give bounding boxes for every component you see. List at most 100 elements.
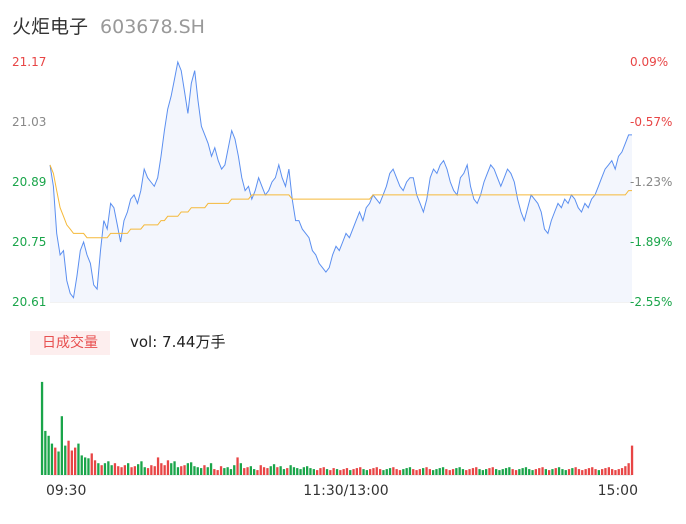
volume-bar xyxy=(601,469,604,475)
volume-bar xyxy=(54,447,57,475)
volume-bar xyxy=(173,461,176,475)
volume-bar xyxy=(213,469,216,475)
volume-bar xyxy=(405,468,408,475)
volume-bar xyxy=(624,466,627,475)
volume-bar xyxy=(388,468,392,475)
volume-bar xyxy=(375,467,378,475)
volume-bar xyxy=(355,468,358,475)
volume-bar xyxy=(103,463,107,475)
volume-bar xyxy=(70,450,73,475)
price-tick-label: 20.89 xyxy=(12,175,46,189)
volume-bar xyxy=(127,463,130,475)
volume-bar xyxy=(438,468,441,475)
volume-bar xyxy=(531,470,534,475)
volume-bar xyxy=(123,465,126,475)
volume-bar xyxy=(296,468,299,475)
volume-bar xyxy=(561,469,564,475)
volume-bar xyxy=(528,469,531,475)
volume-bar xyxy=(382,470,385,475)
volume-bar xyxy=(309,468,312,475)
volume-bar xyxy=(243,468,246,475)
volume-bar xyxy=(491,467,494,475)
volume-bar xyxy=(150,465,153,475)
volume-bar xyxy=(319,468,322,475)
volume-bar xyxy=(362,469,365,475)
volume-bar xyxy=(219,466,223,475)
volume-bar xyxy=(581,470,584,475)
volume-bar xyxy=(246,467,249,475)
volume-bar xyxy=(485,469,488,475)
avg-price-line xyxy=(49,164,632,239)
volume-bar xyxy=(557,467,561,475)
volume-bar xyxy=(458,467,461,475)
volume-bar xyxy=(316,470,319,475)
volume-bar xyxy=(286,468,289,475)
volume-bar xyxy=(617,469,620,475)
volume-bar xyxy=(379,469,382,475)
volume-bar xyxy=(120,467,123,475)
volume-bar xyxy=(77,443,80,475)
pct-tick-label: -1.23% xyxy=(630,175,672,189)
volume-bar xyxy=(74,447,77,475)
volume-bar xyxy=(335,469,339,475)
volume-bar xyxy=(481,470,484,475)
volume-bar xyxy=(233,465,236,475)
volume-bar xyxy=(236,457,239,475)
volume-bar xyxy=(551,469,554,475)
volume-bar xyxy=(253,469,256,475)
volume-bar xyxy=(451,469,455,475)
volume-bar xyxy=(587,468,591,475)
volume-bar xyxy=(574,467,577,475)
volume-bar xyxy=(445,469,448,475)
volume-bar xyxy=(206,467,209,475)
volume-bar xyxy=(432,470,435,475)
price-tick-label: 20.61 xyxy=(12,295,46,309)
volume-bar xyxy=(620,468,624,475)
volume-bar xyxy=(40,381,44,475)
volume-bar xyxy=(385,469,388,475)
volume-bar xyxy=(415,470,418,475)
volume-bar xyxy=(160,463,163,475)
volume-bar xyxy=(57,451,60,475)
volume-bar xyxy=(461,469,465,475)
volume-bar xyxy=(332,468,335,475)
volume-bar xyxy=(292,467,296,475)
volume-bar xyxy=(630,445,634,475)
volume-bar xyxy=(133,466,136,475)
volume-bar xyxy=(584,469,587,475)
volume-bar xyxy=(514,470,518,475)
volume-bar xyxy=(110,465,113,475)
volume-bar xyxy=(209,463,213,475)
volume-bar xyxy=(97,463,100,475)
volume-bar xyxy=(226,467,229,475)
volume-bar xyxy=(392,467,395,475)
volume-bar xyxy=(604,468,607,475)
volume-bar xyxy=(425,467,428,475)
volume-bar xyxy=(306,466,309,475)
volume-bar xyxy=(90,453,93,475)
volume-bar xyxy=(239,463,242,475)
volume-bar xyxy=(591,467,594,475)
volume-bar xyxy=(511,469,514,475)
volume-bar xyxy=(256,470,259,475)
volume-bar xyxy=(137,464,140,475)
volume-bar xyxy=(508,467,511,475)
volume-bar xyxy=(216,470,219,475)
volume-bar xyxy=(146,468,150,475)
price-tick-label: 21.03 xyxy=(12,115,46,129)
daily-volume-tab[interactable]: 日成交量 xyxy=(30,331,110,355)
volume-bar xyxy=(279,466,282,475)
volume-bar xyxy=(495,469,498,475)
volume-bar xyxy=(369,469,372,475)
time-tick-label: 11:30/13:00 xyxy=(303,483,388,499)
volume-bar xyxy=(544,469,547,475)
volume-bar xyxy=(471,468,475,475)
volume-bar xyxy=(329,470,332,475)
volume-bar xyxy=(107,461,110,475)
volume-bar xyxy=(80,455,83,475)
volume-bar xyxy=(365,470,368,475)
volume-bar xyxy=(153,466,156,475)
volume-prefix: vol: xyxy=(130,333,163,351)
volume-bar xyxy=(269,466,272,475)
